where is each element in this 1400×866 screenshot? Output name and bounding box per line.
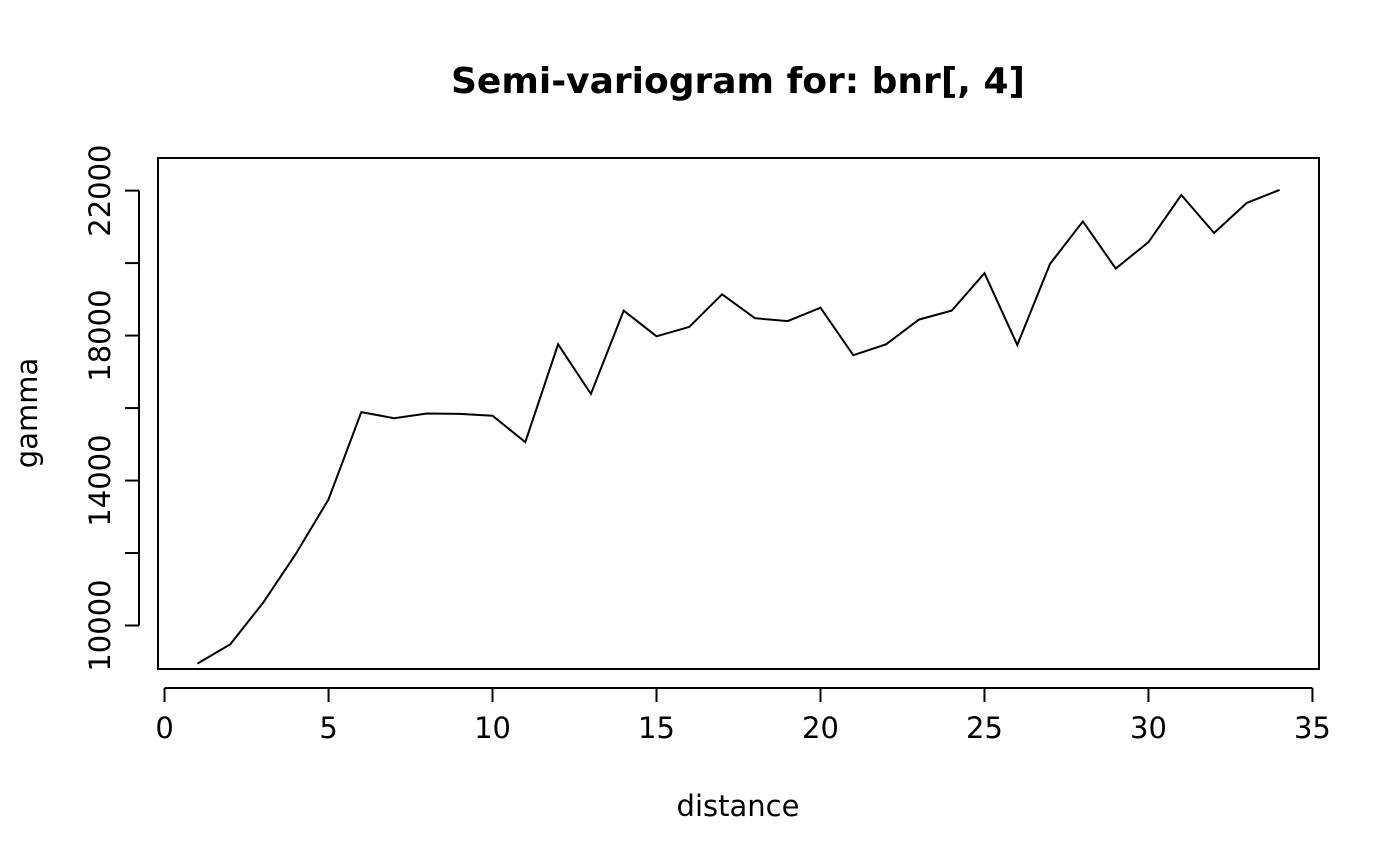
x-tick-label: 35	[1294, 711, 1331, 745]
y-axis-label: gamma	[10, 358, 44, 468]
y-tick-label: 14000	[83, 434, 117, 526]
y-axis: 10000 14000 18000 22000	[83, 144, 140, 672]
x-tick-label: 25	[966, 711, 1003, 745]
series-line	[196, 188, 1280, 665]
x-tick-label: 30	[1130, 711, 1167, 745]
y-tick-label: 22000	[83, 144, 117, 236]
x-tick-label: 5	[319, 711, 337, 745]
y-tick-label: 18000	[83, 289, 117, 381]
x-tick-label: 15	[638, 711, 675, 745]
series-layer	[196, 188, 1280, 665]
plot-frame	[157, 157, 1320, 670]
x-tick-label: 20	[802, 711, 839, 745]
x-tick-label: 0	[155, 711, 173, 745]
x-tick-label: 10	[474, 711, 511, 745]
y-tick-label: 10000	[83, 579, 117, 671]
x-axis-label: distance	[677, 789, 800, 823]
chart-title: Semi-variogram for: bnr[, 4]	[451, 61, 1025, 102]
x-axis: 0 5 10 15 20 25 30 35	[155, 687, 1331, 745]
